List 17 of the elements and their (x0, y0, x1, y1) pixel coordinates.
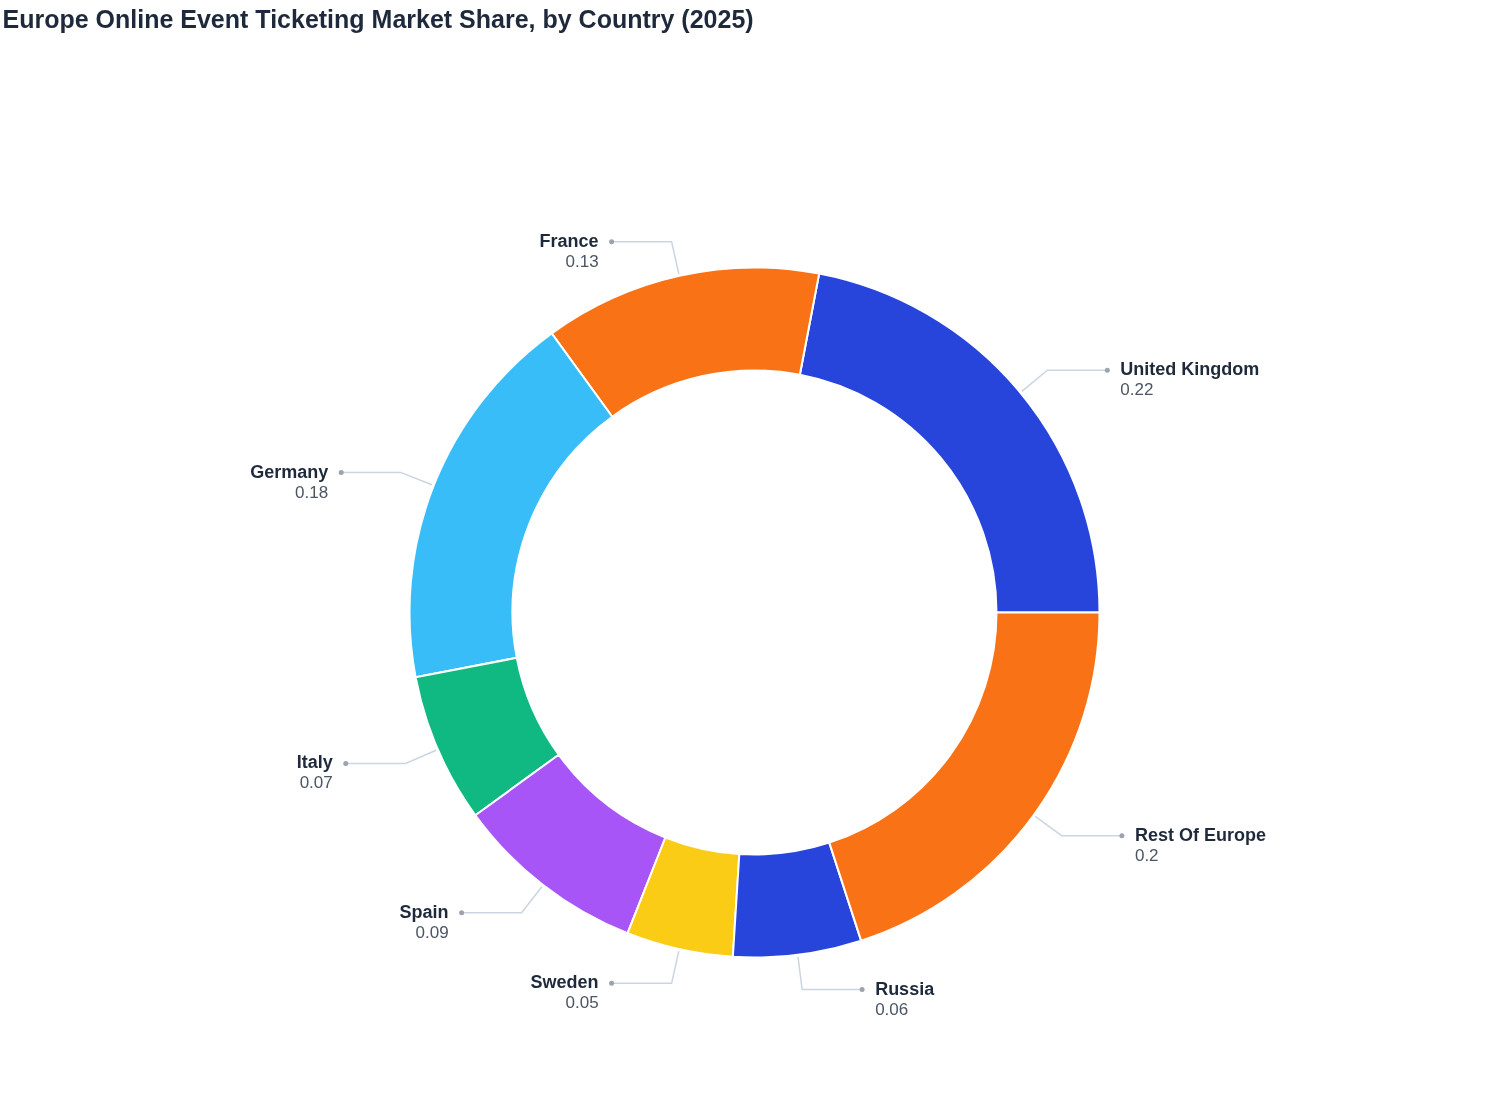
data-label: 0.18 (295, 482, 329, 502)
data-label: 0.2 (1134, 845, 1159, 865)
data-label: 0.05 (565, 993, 599, 1013)
data-label: 0.07 (299, 773, 333, 793)
slice-label: United Kingdom (1120, 359, 1260, 380)
data-label: 0.22 (1120, 380, 1154, 400)
slice-label: Italy (296, 752, 333, 773)
slice-label: Sweden (530, 972, 599, 993)
slice-label: Russia (875, 978, 936, 999)
slice-label: Spain (399, 901, 449, 922)
data-label: 0.09 (415, 922, 449, 942)
slice-label: Rest Of Europe (1134, 824, 1266, 845)
slice-label: Germany (250, 461, 329, 482)
chart-title: Europe Online Event Ticketing Market Share, by Country (2025) (2, 4, 754, 33)
data-label: 0.06 (875, 999, 909, 1019)
data-label: 0.13 (565, 251, 599, 271)
slice-label: France (539, 230, 599, 251)
